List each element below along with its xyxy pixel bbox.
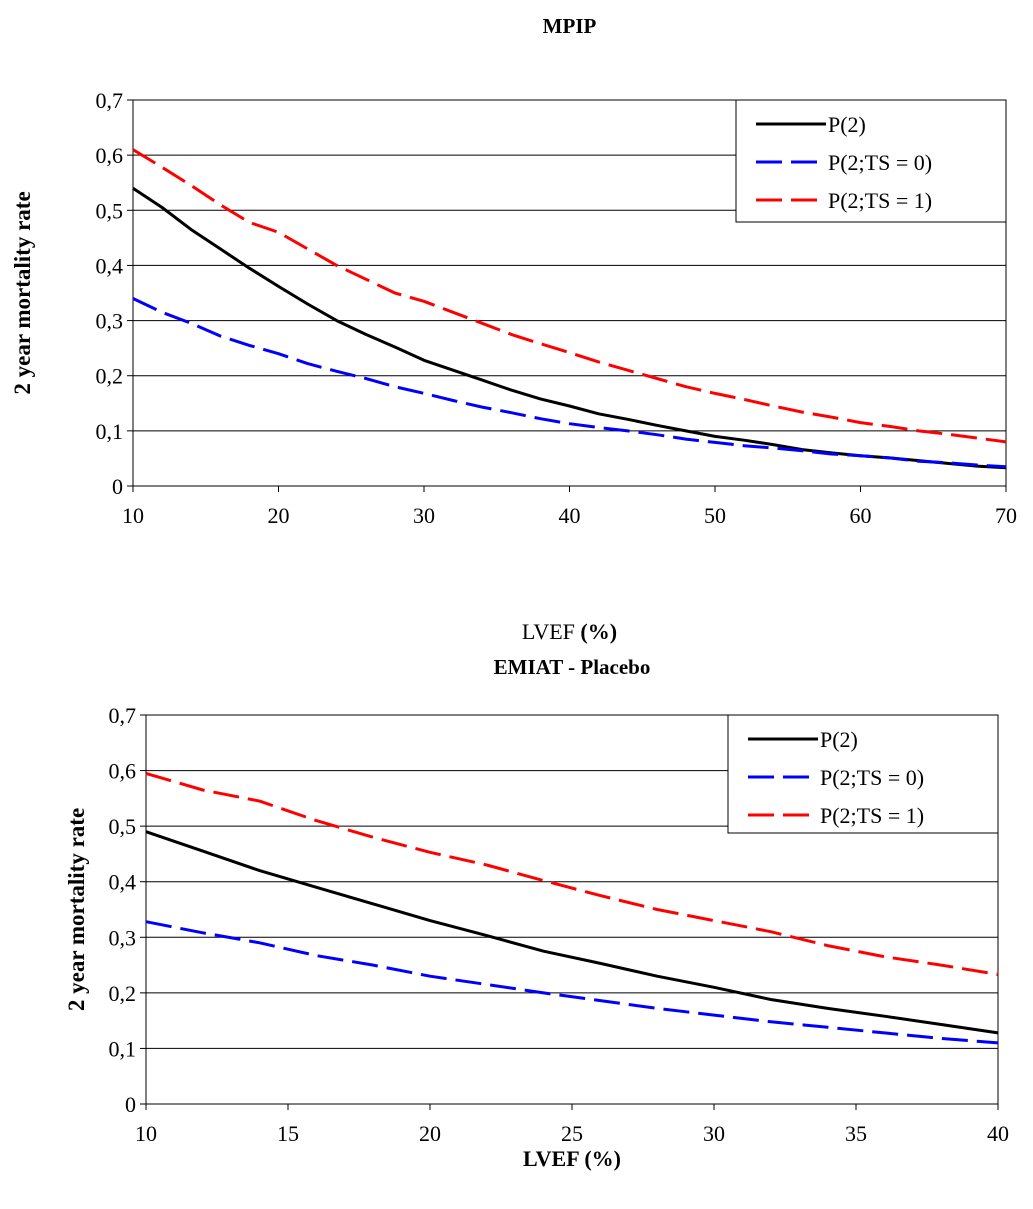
legend-label: P(2;TS = 1) [820, 803, 924, 828]
y-tick-label: 0,3 [96, 309, 124, 334]
y-tick-label: 0,6 [96, 143, 124, 168]
chart-0: MPIP 0 0,1 0,2 0,3 0,4 0,5 0,6 0,7 10 20 30 40 50 60 70… [10, 14, 1017, 644]
series-line-2 [145, 771, 999, 976]
chart-title: MPIP [543, 14, 597, 38]
x-tick-label: 60 [850, 503, 872, 528]
y-tick-label: 0,5 [109, 814, 137, 839]
y-tick-label: 0,6 [109, 759, 137, 784]
x-tick-label: 30 [413, 503, 435, 528]
x-tick-label: 35 [845, 1121, 867, 1146]
x-tick-label: 15 [277, 1121, 299, 1146]
series-line-0 [132, 186, 1007, 470]
y-axis-label: 2 year mortality rate [64, 808, 89, 1011]
x-axis-label: LVEF (%) [523, 1146, 621, 1171]
series-line-0 [145, 830, 999, 1035]
y-tick-label: 0,7 [109, 703, 137, 728]
series-line-1 [145, 920, 999, 1045]
series-line-2 [132, 148, 1007, 444]
y-tick-label: 0,4 [96, 253, 124, 278]
x-tick-label: 30 [703, 1121, 725, 1146]
chart-title: EMIAT - Placebo [494, 655, 651, 679]
x-tick-label: 10 [135, 1121, 157, 1146]
legend-label: P(2) [820, 727, 858, 752]
x-tick-label: 40 [987, 1121, 1009, 1146]
series-line-1 [132, 297, 1007, 469]
y-tick-label: 0,7 [96, 88, 124, 113]
x-tick-label: 10 [122, 503, 144, 528]
legend-label: P(2;TS = 0) [820, 765, 924, 790]
y-tick-label: 0,2 [96, 364, 124, 389]
y-tick-label: 0,1 [109, 1036, 137, 1061]
y-tick-label: 0,1 [96, 419, 124, 444]
legend-box [727, 714, 999, 834]
x-tick-label: 40 [559, 503, 581, 528]
x-tick-label: 25 [561, 1121, 583, 1146]
y-axis-label: 2 year mortality rate [10, 191, 35, 394]
x-axis-label-unit: (%) [584, 1146, 621, 1171]
x-axis-label-unit: (%) [580, 619, 617, 644]
x-tick-label: 70 [995, 503, 1017, 528]
x-tick-label: 20 [419, 1121, 441, 1146]
x-tick-label: 20 [268, 503, 290, 528]
legend: P(2) P(2;TS = 0) P(2;TS = 1) [735, 99, 1007, 223]
x-axis-label-main: LVEF [522, 619, 580, 644]
y-tick-label: 0,3 [109, 925, 137, 950]
x-tick-label: 50 [704, 503, 726, 528]
y-tick-label: 0 [112, 474, 123, 499]
y-tick-label: 0,2 [109, 981, 137, 1006]
legend-label: P(2) [828, 112, 866, 137]
legend: P(2) P(2;TS = 0) P(2;TS = 1) [727, 714, 999, 834]
y-tick-label: 0 [125, 1092, 136, 1117]
legend-label: P(2;TS = 0) [828, 150, 932, 175]
chart-1: EMIAT - Placebo 0 0,1 0,2 0,3 0,4 0,5 0,6 0,7 10 1… [64, 655, 1009, 1171]
x-axis-label: LVEF (%) [522, 619, 617, 644]
legend-label: P(2;TS = 1) [828, 188, 932, 213]
y-tick-label: 0,5 [96, 198, 124, 223]
x-axis-label-main: LVEF [523, 1146, 584, 1171]
y-tick-label: 0,4 [109, 870, 137, 895]
